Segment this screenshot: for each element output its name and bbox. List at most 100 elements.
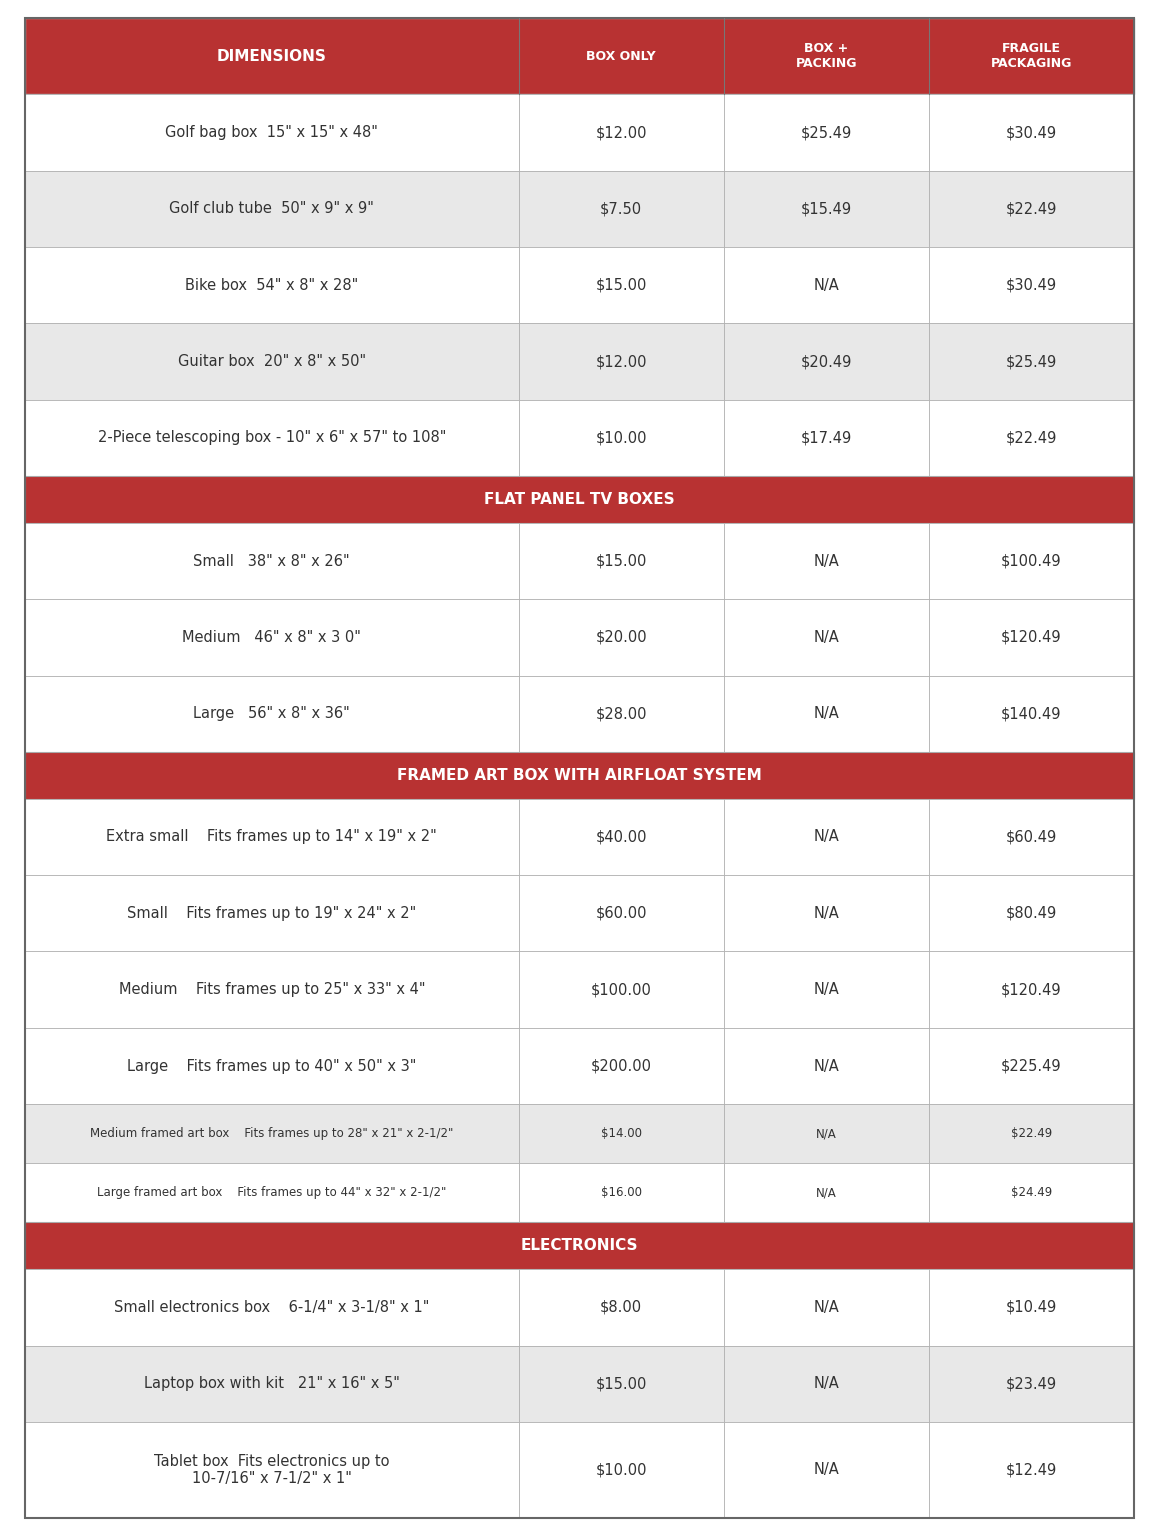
- Bar: [723, 799, 928, 876]
- Text: $120.49: $120.49: [1001, 630, 1062, 645]
- Text: Medium    Fits frames up to 25" x 33" x 4": Medium Fits frames up to 25" x 33" x 4": [118, 982, 425, 997]
- Text: Medium framed art box    Fits frames up to 28" x 21" x 2-1/2": Medium framed art box Fits frames up to …: [90, 1127, 453, 1140]
- Bar: [723, 170, 928, 247]
- Text: Large   56" x 8" x 36": Large 56" x 8" x 36": [194, 707, 350, 722]
- Text: Tablet box  Fits electronics up to
10-7/16" x 7-1/2" x 1": Tablet box Fits electronics up to 10-7/1…: [154, 1453, 389, 1487]
- Bar: [723, 399, 928, 476]
- Text: N/A: N/A: [814, 982, 839, 997]
- Bar: [928, 1422, 1134, 1518]
- Bar: [723, 94, 928, 170]
- Bar: [25, 476, 1134, 522]
- Text: $22.49: $22.49: [1011, 1127, 1052, 1140]
- Text: N/A: N/A: [814, 553, 839, 568]
- Text: $200.00: $200.00: [591, 1058, 651, 1074]
- Bar: [25, 599, 518, 676]
- Text: N/A: N/A: [816, 1186, 837, 1200]
- Text: BOX +
PACKING: BOX + PACKING: [795, 41, 857, 71]
- Bar: [518, 676, 723, 753]
- Text: DIMENSIONS: DIMENSIONS: [217, 49, 327, 63]
- Bar: [723, 1269, 928, 1346]
- Bar: [723, 951, 928, 1028]
- Text: N/A: N/A: [814, 707, 839, 722]
- Text: $30.49: $30.49: [1006, 278, 1057, 293]
- Bar: [928, 324, 1134, 399]
- Text: $80.49: $80.49: [1006, 906, 1057, 920]
- Text: Large framed art box    Fits frames up to 44" x 32" x 2-1/2": Large framed art box Fits frames up to 4…: [97, 1186, 446, 1200]
- Text: $14.00: $14.00: [600, 1127, 642, 1140]
- Bar: [928, 951, 1134, 1028]
- Text: $225.49: $225.49: [1001, 1058, 1062, 1074]
- Bar: [723, 676, 928, 753]
- Bar: [25, 753, 1134, 799]
- Text: $7.50: $7.50: [600, 201, 642, 217]
- Text: $25.49: $25.49: [1006, 355, 1057, 369]
- Text: $12.49: $12.49: [1006, 1462, 1057, 1478]
- Text: N/A: N/A: [814, 1462, 839, 1478]
- Bar: [518, 1346, 723, 1422]
- Text: $60.00: $60.00: [596, 906, 647, 920]
- Text: $15.49: $15.49: [801, 201, 852, 217]
- Bar: [723, 1028, 928, 1104]
- Text: Large    Fits frames up to 40" x 50" x 3": Large Fits frames up to 40" x 50" x 3": [127, 1058, 416, 1074]
- Bar: [518, 799, 723, 876]
- Text: $15.00: $15.00: [596, 1376, 647, 1392]
- Bar: [928, 170, 1134, 247]
- Text: Small electronics box    6-1/4" x 3-1/8" x 1": Small electronics box 6-1/4" x 3-1/8" x …: [114, 1299, 430, 1315]
- Text: Bike box  54" x 8" x 28": Bike box 54" x 8" x 28": [185, 278, 358, 293]
- Text: FRAGILE
PACKAGING: FRAGILE PACKAGING: [991, 41, 1072, 71]
- Text: $10.00: $10.00: [596, 1462, 647, 1478]
- Text: $10.49: $10.49: [1006, 1299, 1057, 1315]
- Text: ELECTRONICS: ELECTRONICS: [520, 1238, 639, 1253]
- Text: $12.00: $12.00: [596, 124, 647, 140]
- Bar: [518, 876, 723, 951]
- Text: 2-Piece telescoping box - 10" x 6" x 57" to 108": 2-Piece telescoping box - 10" x 6" x 57"…: [97, 430, 446, 445]
- Text: Medium   46" x 8" x 3 0": Medium 46" x 8" x 3 0": [182, 630, 362, 645]
- Bar: [25, 799, 518, 876]
- Bar: [518, 1163, 723, 1223]
- Bar: [928, 1104, 1134, 1163]
- Text: $140.49: $140.49: [1001, 707, 1062, 722]
- Text: Small    Fits frames up to 19" x 24" x 2": Small Fits frames up to 19" x 24" x 2": [127, 906, 416, 920]
- Text: $15.00: $15.00: [596, 553, 647, 568]
- Bar: [723, 522, 928, 599]
- Text: $100.49: $100.49: [1001, 553, 1062, 568]
- Bar: [25, 1163, 518, 1223]
- Text: N/A: N/A: [814, 630, 839, 645]
- Bar: [25, 522, 518, 599]
- Text: N/A: N/A: [814, 1376, 839, 1392]
- Bar: [25, 399, 518, 476]
- Text: N/A: N/A: [814, 1299, 839, 1315]
- Bar: [723, 1104, 928, 1163]
- Text: $25.49: $25.49: [801, 124, 852, 140]
- Bar: [723, 324, 928, 399]
- Bar: [25, 1104, 518, 1163]
- Text: $20.49: $20.49: [801, 355, 852, 369]
- Text: $30.49: $30.49: [1006, 124, 1057, 140]
- Bar: [928, 94, 1134, 170]
- Bar: [25, 324, 518, 399]
- Bar: [518, 1422, 723, 1518]
- Text: FLAT PANEL TV BOXES: FLAT PANEL TV BOXES: [484, 492, 675, 507]
- Text: N/A: N/A: [814, 1058, 839, 1074]
- Bar: [518, 170, 723, 247]
- Bar: [723, 247, 928, 324]
- Bar: [518, 399, 723, 476]
- Bar: [928, 799, 1134, 876]
- Text: Golf bag box  15" x 15" x 48": Golf bag box 15" x 15" x 48": [166, 124, 378, 140]
- Bar: [928, 1269, 1134, 1346]
- Text: $120.49: $120.49: [1001, 982, 1062, 997]
- Bar: [928, 399, 1134, 476]
- Text: Guitar box  20" x 8" x 50": Guitar box 20" x 8" x 50": [177, 355, 366, 369]
- Text: $8.00: $8.00: [600, 1299, 642, 1315]
- Bar: [723, 599, 928, 676]
- Text: Golf club tube  50" x 9" x 9": Golf club tube 50" x 9" x 9": [169, 201, 374, 217]
- Bar: [518, 324, 723, 399]
- Bar: [25, 1028, 518, 1104]
- Bar: [25, 676, 518, 753]
- Bar: [518, 1028, 723, 1104]
- Text: $22.49: $22.49: [1006, 201, 1057, 217]
- Bar: [518, 1269, 723, 1346]
- Bar: [518, 1104, 723, 1163]
- Text: Laptop box with kit   21" x 16" x 5": Laptop box with kit 21" x 16" x 5": [144, 1376, 400, 1392]
- Bar: [928, 599, 1134, 676]
